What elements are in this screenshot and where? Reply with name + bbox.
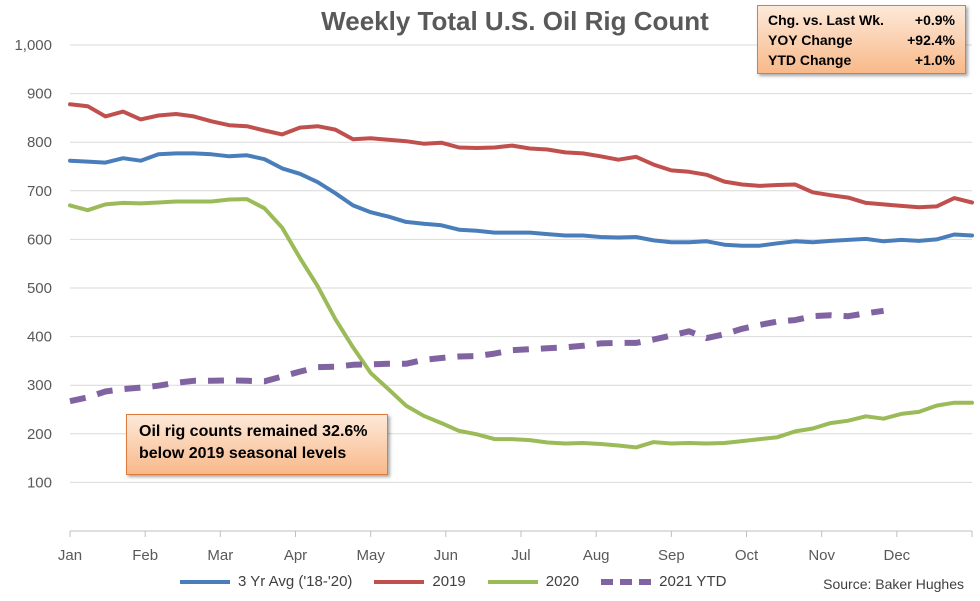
legend-swatch xyxy=(180,579,230,584)
legend-swatch xyxy=(374,579,425,584)
legend: 3 Yr Avg ('18-'20) 2019 2020 2021 YTD xyxy=(180,573,748,590)
x-tick-label: Mar xyxy=(207,547,233,564)
annotation-box: Oil rig counts remained 32.6% below 2019… xyxy=(126,414,388,475)
y-tick-label: 200 xyxy=(27,426,52,443)
series-lines xyxy=(68,102,974,450)
x-tick-label: Jan xyxy=(58,547,82,564)
y-tick-label: 800 xyxy=(27,134,52,151)
legend-label: 2019 xyxy=(432,573,466,590)
x-tick-label: Aug xyxy=(583,547,610,564)
x-tick-label: Jul xyxy=(511,547,530,564)
series-line-2021-ytd xyxy=(69,307,885,405)
series-line-2020 xyxy=(68,197,974,450)
x-tick-label: May xyxy=(356,547,385,564)
stat-value: +92.4% xyxy=(907,32,955,48)
legend-label: 2021 YTD xyxy=(659,573,727,590)
x-tick-label: Oct xyxy=(735,547,759,564)
y-tick-label: 900 xyxy=(27,86,52,103)
source-label: Source: Baker Hughes xyxy=(823,576,964,592)
x-tick-label: Jun xyxy=(434,547,458,564)
legend-label: 2020 xyxy=(545,573,580,590)
y-tick-label: 700 xyxy=(27,183,52,200)
y-tick-label: 500 xyxy=(27,280,52,297)
tick-labels: 100 200 300 400 500 600 700 800 900 1,000 Jan Feb Ma… xyxy=(14,37,910,564)
y-tick-label: 400 xyxy=(27,329,52,346)
legend-item-2020: 2020 xyxy=(487,573,580,590)
stat-label: YOY Change xyxy=(768,32,853,48)
stat-label: YTD Change xyxy=(768,52,852,68)
legend-swatch xyxy=(487,579,538,584)
legend-item-2019: 2019 xyxy=(374,573,466,590)
series-line-2019 xyxy=(68,102,974,210)
x-tick-label: Nov xyxy=(808,547,835,564)
chart-title: Weekly Total U.S. Oil Rig Count xyxy=(321,6,709,36)
x-tick-label: Dec xyxy=(883,547,910,564)
legend-item-3yr-avg: 3 Yr Avg ('18-'20) xyxy=(180,573,352,590)
x-tick-label: Feb xyxy=(132,547,158,564)
annotation-line-1: Oil rig counts remained 32.6% xyxy=(139,423,368,440)
x-tick-label: Apr xyxy=(284,547,307,564)
y-tick-label: 100 xyxy=(27,474,52,491)
y-tick-label: 300 xyxy=(27,377,52,394)
y-tick-label: 1,000 xyxy=(14,37,52,54)
stat-value: +0.9% xyxy=(914,12,955,28)
legend-item-2021-ytd: 2021 YTD xyxy=(601,573,726,590)
stat-row-weekly-change: Chg. vs. Last Wk. +0.9% xyxy=(768,10,955,30)
legend-label: 3 Yr Avg ('18-'20) xyxy=(238,573,353,590)
stat-value: +1.0% xyxy=(914,52,955,68)
x-tick-label: Sep xyxy=(658,547,685,564)
legend-swatch xyxy=(601,578,652,585)
annotation-line-2: below 2019 seasonal levels xyxy=(139,445,347,462)
stat-row-ytd-change: YTD Change +1.0% xyxy=(768,50,955,70)
series-line-3-yr-avg-18-20- xyxy=(68,151,974,248)
stat-row-yoy-change: YOY Change +92.4% xyxy=(768,30,955,50)
stats-box: Chg. vs. Last Wk. +0.9% YOY Change +92.4… xyxy=(757,5,966,74)
axes xyxy=(69,530,973,537)
stat-label: Chg. vs. Last Wk. xyxy=(768,12,884,28)
y-tick-label: 600 xyxy=(27,231,52,248)
